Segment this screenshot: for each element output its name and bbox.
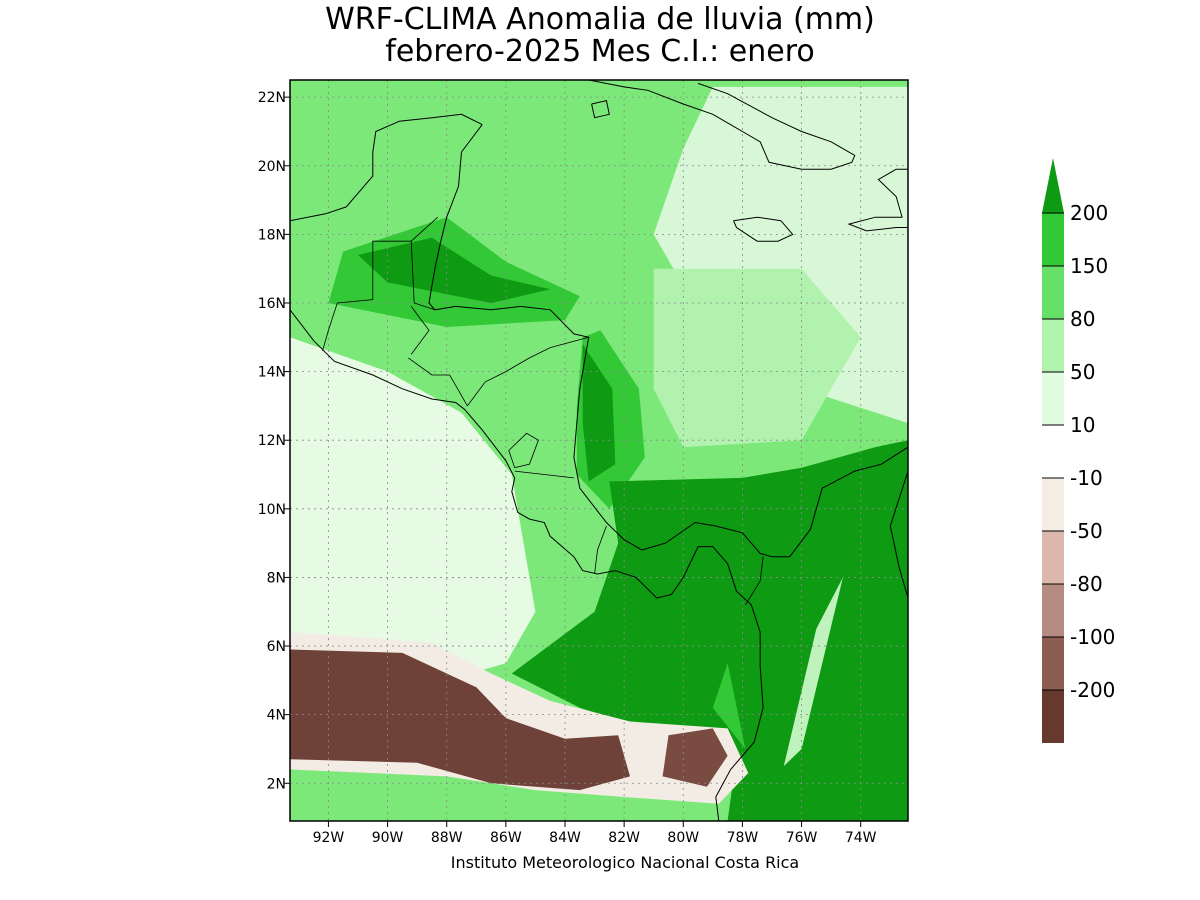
colorbar-swatch <box>1042 319 1064 372</box>
lat-tick-label: 6N <box>267 639 286 655</box>
colorbar-bottom-arrow <box>1042 690 1064 743</box>
map-title-line-2: febrero-2025 Mes C.I.: enero <box>385 34 815 69</box>
colorbar-swatch <box>1042 372 1064 425</box>
colorbar-swatch <box>1042 531 1064 584</box>
colorbar-label: 80 <box>1070 307 1095 331</box>
border-costa-rica-panama <box>594 525 607 575</box>
map-plot-area <box>290 80 908 821</box>
lat-tick-label: 20N <box>258 159 286 175</box>
lat-tick-label: 8N <box>267 570 286 586</box>
credit-text: Instituto Meteorologico Nacional Costa R… <box>450 853 800 872</box>
anomaly-region-dry-patch-east <box>662 728 728 787</box>
anomaly-regions <box>290 86 908 821</box>
anomaly-region-very-strong-atlantic-nicaragua <box>582 344 616 482</box>
lat-tick-label: 22N <box>258 90 286 106</box>
colorbar-label: -80 <box>1070 572 1103 596</box>
lat-tick-label: 10N <box>258 502 286 518</box>
border-mexico-guatemala <box>322 240 436 352</box>
coastline-colombia-venezuela-border <box>889 470 908 599</box>
coastline-isla-juventud <box>591 99 610 119</box>
lat-tick-label: 2N <box>267 776 286 792</box>
coastline-central-america-pacific-coast <box>290 309 764 821</box>
lat-tick-label: 16N <box>258 296 286 312</box>
lon-tick-label: 92W <box>313 830 345 846</box>
colorbar-swatch <box>1042 213 1064 266</box>
anomaly-region-very-strong-panama-colombia <box>511 440 908 821</box>
lake-nicaragua <box>508 432 539 469</box>
colorbar-label: -200 <box>1070 678 1115 702</box>
anomaly-region-light-pacific <box>290 337 536 681</box>
lat-tick-label: 4N <box>267 708 286 724</box>
coastlines <box>290 80 908 821</box>
map-frame <box>289 79 909 822</box>
lon-tick-label: 84W <box>549 830 581 846</box>
coastline-cuba-south-coast <box>588 80 856 170</box>
colorbar-top-arrow <box>1042 158 1064 213</box>
map-title-line-1: WRF-CLIMA Anomalia de lluvia (mm) <box>325 2 875 37</box>
anomaly-region-dry-band-strong <box>290 649 630 791</box>
lon-tick-label: 90W <box>372 830 404 846</box>
colorbar-swatch <box>1042 425 1064 478</box>
border-nicaragua-costa-rica <box>514 470 574 479</box>
lon-tick-label: 86W <box>490 830 522 846</box>
colorbar-label: -10 <box>1070 466 1103 490</box>
colorbar-label: 10 <box>1070 413 1095 437</box>
border-honduras-nicaragua <box>467 336 589 407</box>
border-panama-colombia <box>745 556 764 606</box>
lon-tick-label: 74W <box>845 830 877 846</box>
colorbar-swatch <box>1042 478 1064 531</box>
lon-tick-label: 78W <box>727 830 759 846</box>
lon-tick-label: 82W <box>608 830 640 846</box>
anomaly-region-very-strong-gulf-honduras <box>358 237 551 303</box>
anomaly-region-moderate-caribbean <box>653 268 861 448</box>
colorbar-swatch <box>1042 266 1064 319</box>
colorbar-label: -100 <box>1070 625 1115 649</box>
coastline-hispaniola <box>847 168 908 232</box>
colorbar-label: 50 <box>1070 360 1095 384</box>
colorbar-label: 200 <box>1070 201 1108 225</box>
colorbar-swatch <box>1042 584 1064 637</box>
lon-tick-label: 80W <box>667 830 699 846</box>
border-honduras-lines <box>408 357 468 407</box>
coastline-jamaica <box>733 216 794 242</box>
map-ticks: 92W 90W 88W 86W 84W 82W 80W 78W 76W 74W 2N 4N 6N 8N 10… <box>258 90 877 846</box>
colorbar-swatch <box>1042 637 1064 690</box>
lat-tick-label: 12N <box>258 433 286 449</box>
border-guatemala-honduras <box>410 306 430 355</box>
anomaly-region-strong-tongue <box>712 663 746 749</box>
border-belize-mexico <box>410 216 439 242</box>
map-gridlines <box>290 80 908 821</box>
coastline-yucatan-north-coast <box>290 113 483 222</box>
lat-tick-label: 18N <box>258 227 286 243</box>
lon-tick-label: 76W <box>786 830 818 846</box>
anomaly-region-light-tongue <box>783 577 843 767</box>
colorbar-label: -50 <box>1070 519 1103 543</box>
lat-tick-label: 14N <box>258 365 286 381</box>
lon-tick-label: 88W <box>431 830 463 846</box>
colorbar-label: 150 <box>1070 254 1108 278</box>
coastline-central-america-caribbean-coast <box>428 124 908 558</box>
colorbar: 200 150 80 50 10 -10 -50 -80 -100 -200 <box>1042 158 1115 743</box>
